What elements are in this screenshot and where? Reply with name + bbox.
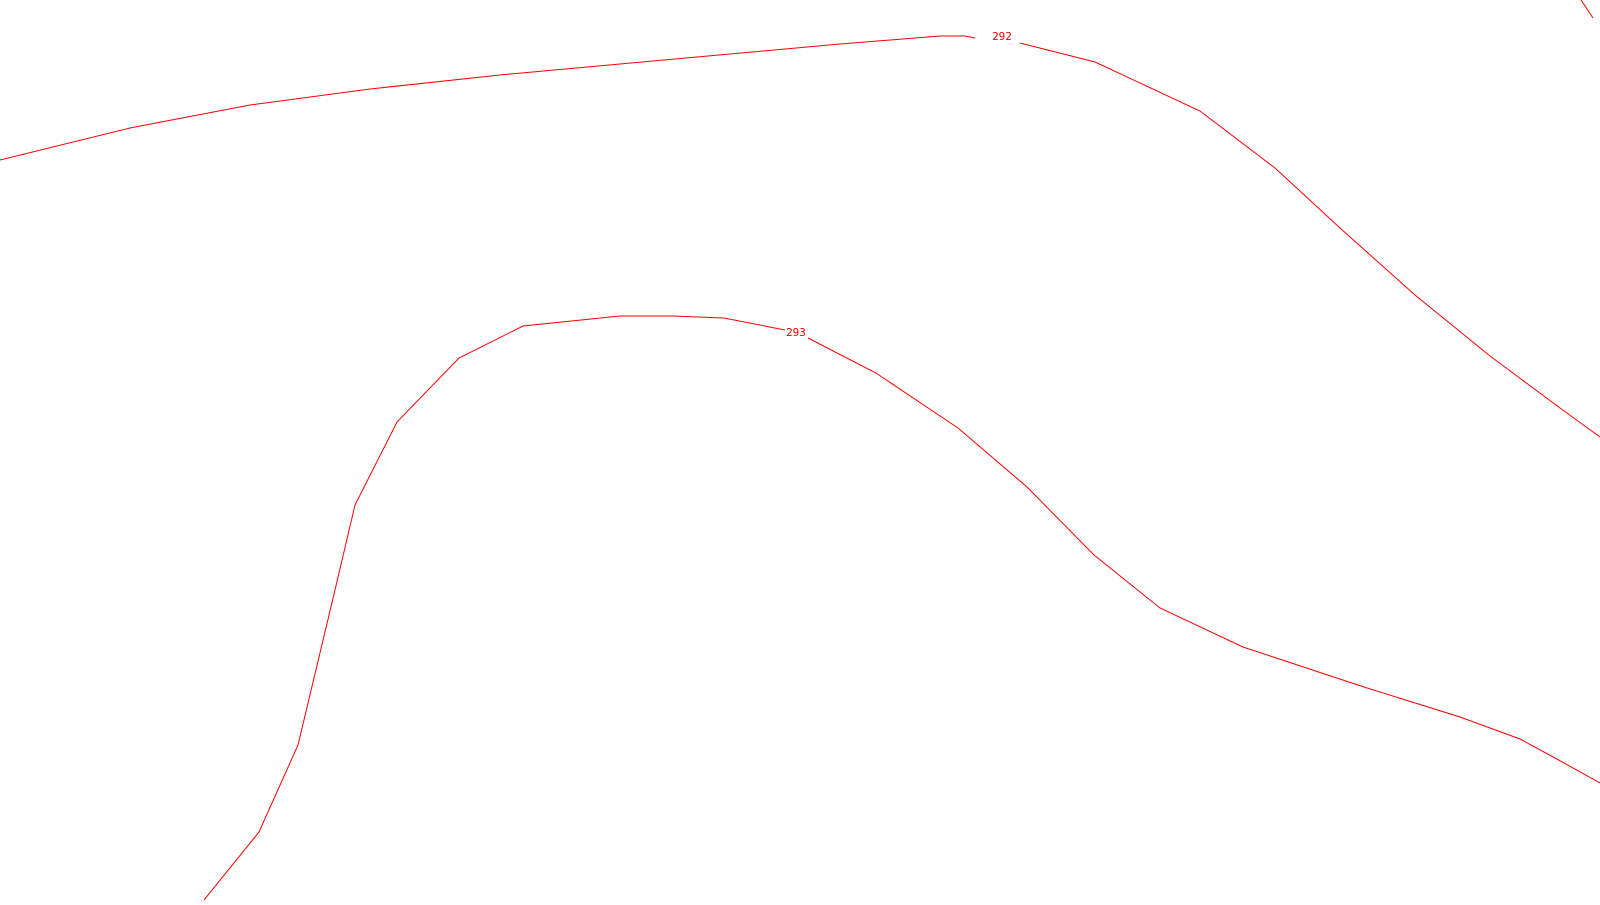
contour-line-293 — [203, 315, 786, 901]
contour-label-292: 292 — [992, 30, 1012, 43]
contour-line-293-continued — [807, 337, 1600, 784]
contour-line-corner — [1580, 0, 1594, 19]
contour-label-293: 293 — [786, 326, 806, 339]
contour-line-292-continued — [1019, 42, 1600, 438]
contour-line-292 — [0, 35, 976, 161]
